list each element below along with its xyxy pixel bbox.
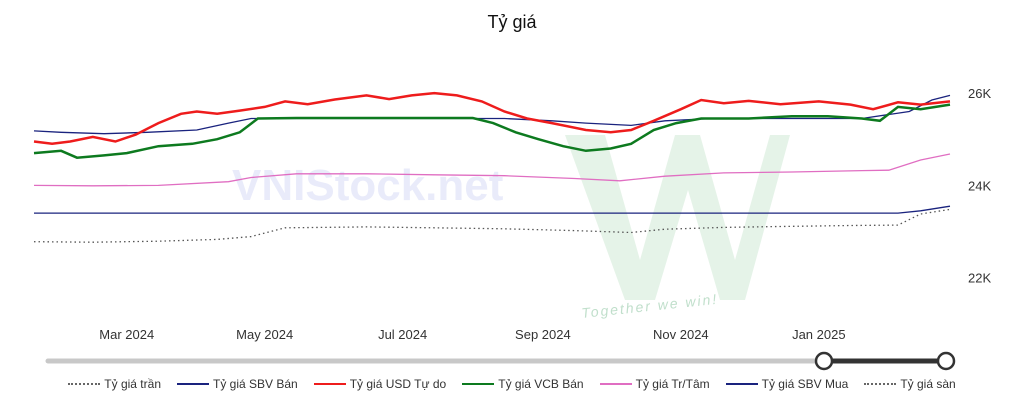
legend: Tỷ giá trần Tỷ giá SBV Bán Tỷ giá USD Tự d… — [0, 377, 1024, 391]
series-line-5 — [34, 205, 951, 214]
x-tick-label: Jul 2024 — [378, 327, 427, 342]
legend-item-0[interactable]: Tỷ giá trần — [68, 377, 161, 391]
x-axis: Mar 2024 May 2024 Jul 2024 Sep 2024 Nov 2024… — [99, 327, 845, 342]
legend-swatch — [313, 383, 346, 385]
x-tick-label: Sep 2024 — [515, 327, 571, 342]
legend-label: Tỷ giá SBV Bán — [213, 377, 298, 391]
y-axis: 22K 24K 26K — [968, 86, 991, 286]
y-tick-label: 24K — [968, 178, 991, 193]
legend-swatch — [177, 383, 209, 385]
x-tick-label: Nov 2024 — [653, 327, 709, 342]
range-slider[interactable] — [45, 351, 956, 371]
series-line-2 — [33, 91, 951, 146]
legend-label: Tỷ giá sàn — [900, 377, 956, 391]
legend-label: Tỷ giá Tr/Tâm — [635, 377, 710, 391]
legend-swatch — [864, 383, 897, 385]
legend-item-6[interactable]: Tỷ giá sàn — [864, 377, 956, 391]
legend-swatch — [599, 383, 632, 385]
y-tick-label: 22K — [968, 271, 991, 286]
watermark-text: VNIStock.net — [232, 161, 504, 210]
legend-label: Tỷ giá trần — [104, 377, 161, 391]
x-tick-label: Jan 2025 — [792, 327, 846, 342]
series-layer — [33, 91, 951, 243]
legend-item-4[interactable]: Tỷ giá Tr/Tâm — [599, 377, 710, 391]
legend-swatch — [68, 383, 101, 385]
x-tick-label: May 2024 — [236, 327, 293, 342]
legend-label: Tỷ giá SBV Mua — [761, 377, 849, 391]
slider-end-handle[interactable] — [936, 351, 956, 371]
legend-label: Tỷ giá VCB Bán — [498, 377, 584, 391]
chart-title: Tỷ giá — [487, 12, 537, 32]
legend-swatch — [725, 383, 758, 385]
x-tick-label: Mar 2024 — [99, 327, 154, 342]
watermark-logo-icon — [565, 135, 790, 300]
legend-item-3[interactable]: Tỷ giá VCB Bán — [462, 377, 584, 391]
legend-item-2[interactable]: Tỷ giá USD Tự do — [313, 377, 447, 391]
legend-item-1[interactable]: Tỷ giá SBV Bán — [177, 377, 298, 391]
legend-item-5[interactable]: Tỷ giá SBV Mua — [725, 377, 849, 391]
series-line-4 — [33, 153, 951, 187]
watermark: VNIStock.net Together we win! — [232, 135, 790, 321]
series-line-0 — [33, 208, 951, 243]
y-tick-label: 26K — [968, 86, 991, 101]
legend-label: Tỷ giá USD Tự do — [349, 377, 447, 391]
legend-swatch — [462, 383, 495, 385]
series-line-3 — [33, 103, 951, 159]
slider-start-handle[interactable] — [814, 351, 834, 371]
